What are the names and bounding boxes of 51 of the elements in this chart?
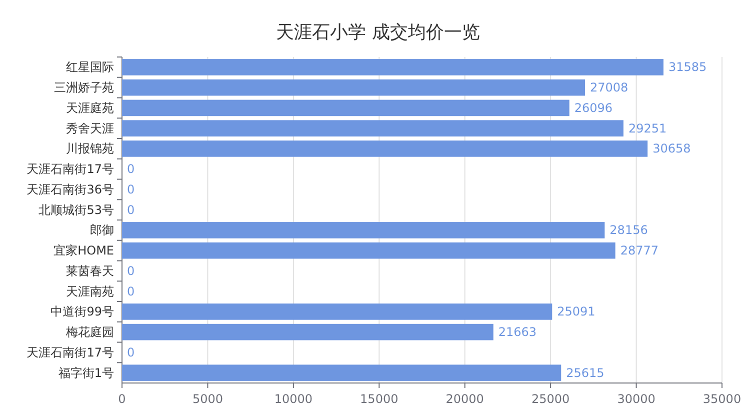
y-tick-label: 郎御 xyxy=(90,223,114,238)
data-label: 21663 xyxy=(498,325,537,340)
y-tick-label: 福字街1号 xyxy=(58,366,114,380)
data-label: 0 xyxy=(127,284,135,298)
bar xyxy=(122,222,605,238)
y-tick-label: 天涯石南街36号 xyxy=(26,182,114,196)
y-tick-label: 天涯石南街17号 xyxy=(26,162,114,176)
data-label: 30658 xyxy=(652,142,691,156)
x-tick-label: 0 xyxy=(118,392,126,406)
x-tick-label: 35000 xyxy=(702,392,742,406)
y-tick-label: 红星国际 xyxy=(66,60,114,74)
y-tick-label: 梅花庭园 xyxy=(65,325,114,340)
y-tick-label: 北顺城街53号 xyxy=(38,202,114,217)
x-tick-label: 10000 xyxy=(274,392,313,406)
y-tick-label: 秀舍天涯 xyxy=(66,121,114,136)
x-tick-label: 5000 xyxy=(192,392,223,406)
chart-title: 天涯石小学 成交均价一览 xyxy=(276,22,480,43)
data-label: 27008 xyxy=(590,80,628,95)
x-tick-label: 30000 xyxy=(617,392,656,406)
y-tick-label: 莱茵春天 xyxy=(66,264,114,278)
data-label: 25091 xyxy=(557,304,596,319)
bar xyxy=(122,242,616,259)
y-tick-label: 宜家HOME xyxy=(54,244,114,258)
data-label: 0 xyxy=(127,162,135,176)
data-label: 28777 xyxy=(620,244,659,258)
data-label: 29251 xyxy=(628,121,667,136)
x-tick-label: 25000 xyxy=(531,392,570,406)
bar xyxy=(122,140,648,157)
y-tick-label: 天涯庭苑 xyxy=(66,100,114,115)
y-tick-label: 中道街99号 xyxy=(50,304,114,319)
bar xyxy=(122,59,664,76)
bar xyxy=(122,79,585,96)
y-tick-label: 天涯石南街17号 xyxy=(26,345,114,360)
y-tick-label: 天涯南苑 xyxy=(66,284,114,298)
data-label: 0 xyxy=(127,182,135,196)
x-tick-label: 20000 xyxy=(446,392,484,406)
data-label: 25615 xyxy=(566,366,604,380)
bar xyxy=(122,100,570,116)
y-tick-label: 川报锦苑 xyxy=(66,142,114,156)
data-label: 0 xyxy=(127,264,135,278)
data-label: 0 xyxy=(127,202,135,217)
data-label: 0 xyxy=(127,345,135,360)
x-tick-label: 15000 xyxy=(360,392,398,406)
y-tick-label: 三洲娇子苑 xyxy=(54,80,114,95)
bar xyxy=(122,304,552,320)
bar xyxy=(122,364,562,381)
bar xyxy=(122,324,494,340)
data-label: 31585 xyxy=(668,60,707,74)
bar xyxy=(122,120,624,136)
data-label: 28156 xyxy=(610,223,648,238)
data-label: 26096 xyxy=(574,100,613,115)
